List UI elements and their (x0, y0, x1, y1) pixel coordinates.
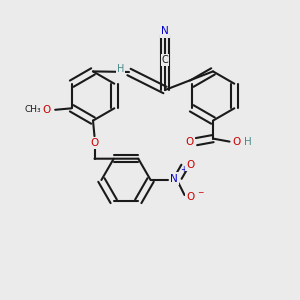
Text: H: H (117, 64, 124, 74)
Text: N: N (161, 26, 169, 37)
Text: O: O (232, 136, 240, 147)
Text: O: O (43, 105, 51, 115)
Text: CH₃: CH₃ (24, 105, 41, 114)
Text: N: N (170, 173, 178, 184)
Text: −: − (197, 189, 204, 198)
Text: O: O (186, 191, 195, 202)
Text: O: O (186, 136, 194, 147)
Text: O: O (186, 160, 195, 170)
Text: C: C (162, 55, 168, 65)
Text: O: O (90, 138, 99, 148)
Text: +: + (181, 166, 187, 175)
Text: H: H (244, 136, 252, 147)
